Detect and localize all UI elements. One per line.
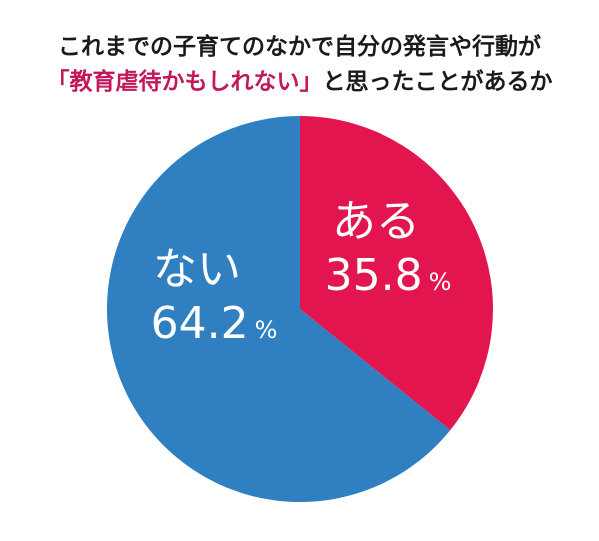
pie-slice-aru [300, 116, 493, 431]
chart-title-line2: 「教育虐待かもしれない」と思ったことがあるか [0, 68, 599, 96]
slice-value-aru-number: 35.8 [325, 250, 423, 301]
chart-title-line1: これまでの子育てのなかで自分の発言や行動が [58, 34, 541, 60]
slice-value-nai-number: 64.2 [151, 298, 249, 349]
slice-value-nai: 64.2% [151, 298, 278, 349]
slice-label-nai: ない [153, 244, 241, 295]
slice-value-aru-unit: % [429, 268, 452, 296]
slice-label-aru: ある [332, 196, 420, 247]
chart-title-highlight: 「教育虐待かもしれない」 [46, 69, 323, 95]
chart-title-rest: と思ったことがあるか [322, 69, 553, 95]
slice-value-nai-unit: % [255, 316, 278, 344]
slice-value-aru: 35.8% [325, 250, 452, 301]
pie-slice-nai [106, 115, 451, 502]
